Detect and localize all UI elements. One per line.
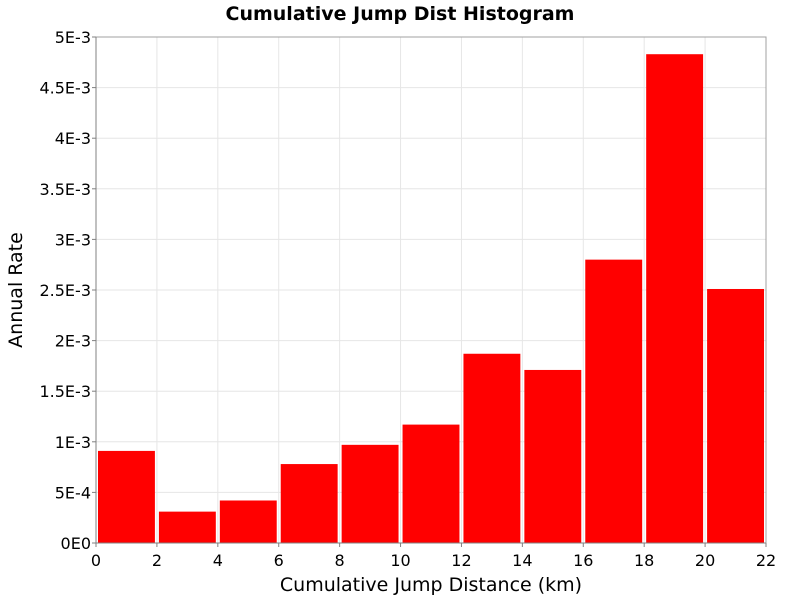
x-tick-label: 20	[695, 551, 715, 570]
x-tick-label: 12	[451, 551, 471, 570]
histogram-bar	[158, 511, 216, 543]
histogram-bar	[98, 450, 155, 543]
histogram-bar	[646, 54, 704, 543]
x-axis: 0 2 4 6 8 10 12 14 16 18 20 22	[91, 542, 776, 570]
y-axis: 0E0 5E-4 1E-3 1.5E-3 2E-3 2.5E-3 3E-3 3.5E-3 4E-…	[39, 28, 97, 553]
histogram-bar	[341, 444, 399, 543]
y-tick-label: 3E-3	[55, 230, 91, 249]
histogram-bar	[463, 353, 521, 543]
chart-title: Cumulative Jump Dist Histogram	[226, 3, 575, 25]
y-tick-label: 4E-3	[55, 129, 91, 148]
y-tick-label: 4.5E-3	[39, 79, 91, 98]
histogram-bar	[402, 424, 460, 543]
y-tick-label: 2E-3	[55, 332, 91, 351]
y-tick-label: 2.5E-3	[39, 281, 91, 300]
histogram-bar	[219, 500, 277, 543]
x-tick-label: 10	[390, 551, 410, 570]
y-tick-label: 0E0	[61, 534, 91, 553]
histogram-bar	[524, 369, 582, 543]
y-tick-label: 3.5E-3	[39, 180, 91, 199]
histogram-bar	[585, 259, 643, 543]
histogram-bar	[707, 288, 764, 543]
x-tick-label: 8	[335, 551, 345, 570]
x-tick-label: 16	[573, 551, 593, 570]
x-tick-label: 2	[152, 551, 162, 570]
x-tick-label: 6	[274, 551, 284, 570]
x-tick-label: 22	[756, 551, 776, 570]
y-axis-label: Annual Rate	[5, 232, 27, 348]
x-tick-label: 14	[512, 551, 532, 570]
x-tick-label: 18	[634, 551, 654, 570]
y-tick-label: 1.5E-3	[39, 382, 91, 401]
x-tick-label: 0	[91, 551, 101, 570]
y-tick-label: 1E-3	[55, 433, 91, 452]
histogram-bar	[280, 464, 338, 543]
y-tick-label: 5E-4	[55, 483, 91, 502]
x-axis-label: Cumulative Jump Distance (km)	[280, 574, 582, 596]
x-tick-label: 4	[213, 551, 223, 570]
y-tick-label: 5E-3	[55, 28, 91, 47]
bars-layer	[98, 54, 764, 543]
